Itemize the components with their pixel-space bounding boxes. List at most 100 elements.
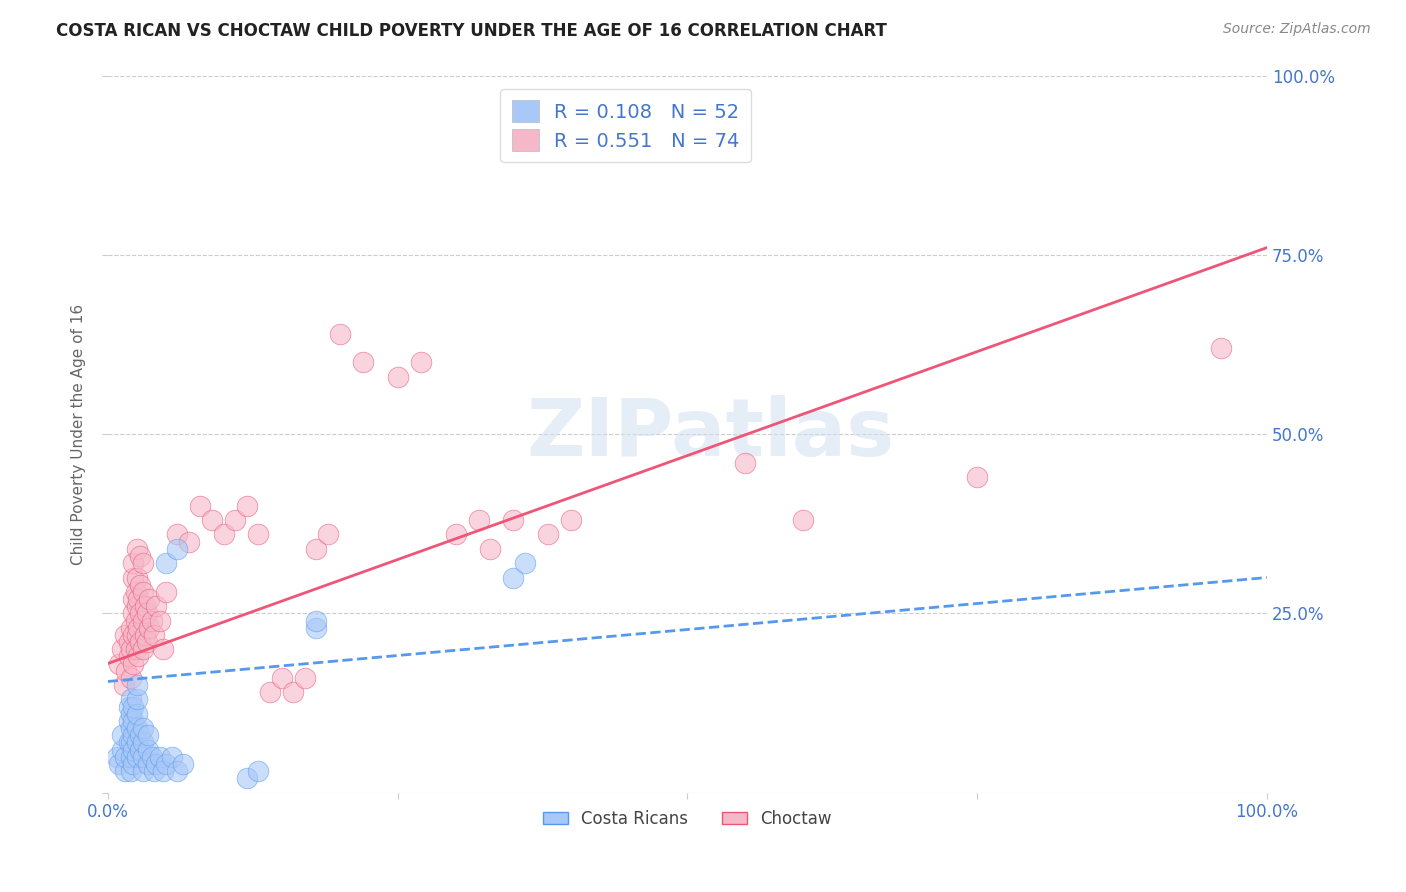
Legend: Costa Ricans, Choctaw: Costa Ricans, Choctaw <box>537 803 838 835</box>
Point <box>149 749 172 764</box>
Point <box>117 714 139 728</box>
Point <box>122 742 145 756</box>
Point <box>352 355 374 369</box>
Point <box>294 671 316 685</box>
Point <box>120 749 142 764</box>
Point <box>125 735 148 749</box>
Point <box>108 756 131 771</box>
Point <box>125 541 148 556</box>
Point <box>131 585 153 599</box>
Point <box>143 764 166 779</box>
Point <box>502 570 524 584</box>
Point <box>177 534 200 549</box>
Point <box>127 621 149 635</box>
Point <box>124 585 146 599</box>
Point <box>259 685 281 699</box>
Point <box>108 657 131 671</box>
Point <box>247 527 270 541</box>
Point <box>129 635 152 649</box>
Point <box>131 721 153 735</box>
Point <box>122 556 145 570</box>
Point <box>305 541 328 556</box>
Point <box>120 721 142 735</box>
Point <box>111 642 134 657</box>
Point <box>122 714 145 728</box>
Point <box>166 764 188 779</box>
Point <box>122 570 145 584</box>
Point <box>122 728 145 742</box>
Point <box>560 513 582 527</box>
Point <box>131 749 153 764</box>
Text: Source: ZipAtlas.com: Source: ZipAtlas.com <box>1223 22 1371 37</box>
Point <box>212 527 235 541</box>
Point <box>160 749 183 764</box>
Point <box>120 735 142 749</box>
Point <box>149 614 172 628</box>
Point <box>129 549 152 563</box>
Point <box>115 664 138 678</box>
Point <box>120 692 142 706</box>
Point <box>145 599 167 614</box>
Point <box>444 527 467 541</box>
Point <box>125 678 148 692</box>
Point <box>129 742 152 756</box>
Point <box>387 369 409 384</box>
Point <box>201 513 224 527</box>
Point <box>117 699 139 714</box>
Point <box>166 527 188 541</box>
Point <box>114 628 136 642</box>
Point <box>138 592 160 607</box>
Point <box>111 742 134 756</box>
Point <box>136 607 159 621</box>
Point <box>120 671 142 685</box>
Point <box>124 642 146 657</box>
Point <box>166 541 188 556</box>
Point <box>120 764 142 779</box>
Point <box>152 642 174 657</box>
Point <box>329 326 352 341</box>
Point <box>112 678 135 692</box>
Point <box>114 749 136 764</box>
Point <box>125 706 148 721</box>
Point <box>131 614 153 628</box>
Point <box>966 470 988 484</box>
Y-axis label: Child Poverty Under the Age of 16: Child Poverty Under the Age of 16 <box>72 303 86 565</box>
Point <box>125 628 148 642</box>
Point <box>479 541 502 556</box>
Point <box>190 499 212 513</box>
Point <box>111 728 134 742</box>
Point <box>734 456 756 470</box>
Point <box>122 756 145 771</box>
Point <box>138 728 160 742</box>
Point <box>138 742 160 756</box>
Point <box>122 657 145 671</box>
Point <box>122 607 145 621</box>
Point <box>141 749 163 764</box>
Point <box>537 527 560 541</box>
Point <box>145 756 167 771</box>
Point <box>513 556 536 570</box>
Point <box>131 735 153 749</box>
Point <box>120 621 142 635</box>
Point <box>117 649 139 664</box>
Point <box>129 577 152 591</box>
Point <box>1209 341 1232 355</box>
Point <box>138 621 160 635</box>
Point <box>409 355 432 369</box>
Point <box>131 764 153 779</box>
Point <box>125 721 148 735</box>
Point <box>134 628 156 642</box>
Point <box>270 671 292 685</box>
Point <box>114 764 136 779</box>
Point <box>134 599 156 614</box>
Point <box>467 513 489 527</box>
Point <box>316 527 339 541</box>
Point <box>125 692 148 706</box>
Point <box>155 756 177 771</box>
Point <box>138 756 160 771</box>
Point <box>224 513 246 527</box>
Text: COSTA RICAN VS CHOCTAW CHILD POVERTY UNDER THE AGE OF 16 CORRELATION CHART: COSTA RICAN VS CHOCTAW CHILD POVERTY UND… <box>56 22 887 40</box>
Point <box>305 614 328 628</box>
Point <box>122 592 145 607</box>
Point <box>131 556 153 570</box>
